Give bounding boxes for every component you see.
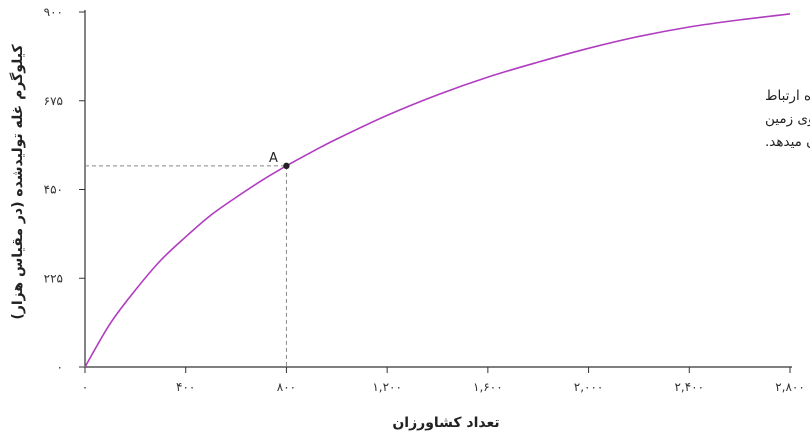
point-a-marker [283,162,290,170]
x-tick-label: ۱,۶۰۰ [473,380,503,394]
y-ticks: ۰ ۲۲۵ ۴۵۰ ۶۷۵ ۹۰۰ [44,5,85,374]
y-tick-label: ۴۵۰ [44,183,63,197]
x-axis-title: تعداد کشاورزان [392,415,499,431]
y-tick-label: ۰ [57,360,63,374]
x-tick-label: ۲,۰۰۰ [574,380,604,394]
x-tick-label: ۸۰۰ [277,380,296,394]
points: A [269,151,290,170]
annotation-line-2: تعداد کشاورزان مشغول به کار روی زمین [765,111,810,127]
x-tick-label: ۴۰۰ [176,380,195,394]
x-ticks: ۰ ۴۰۰ ۸۰۰ ۱,۲۰۰ ۱,۶۰۰ ۲,۰۰۰ ۲,۴۰۰ ۲,۸۰۰ [82,367,805,394]
production-curve [84,13,791,368]
annotation-line-3: به میزان غله برداشتی را نشان میدهد. [765,134,810,150]
point-a-label: A [269,151,278,166]
x-tick-label: ۲,۴۰۰ [674,380,704,394]
x-tick-label: ۰ [82,380,88,394]
y-tick-label: ۲۲۵ [44,271,63,285]
x-tick-label: ۲,۸۰۰ [775,380,805,394]
y-tick-label: ۶۷۵ [44,94,63,108]
y-tick-label: ۹۰۰ [44,5,63,19]
guide-lines [85,165,287,367]
axes [84,10,792,368]
annotation-line-1: تابع تولید کشاورز: این آماره نحوه ارتباط [765,87,810,104]
series [84,13,791,368]
y-axis-title: کیلوگرم غله تولیدشده (در مقیاس هزار) [9,44,26,320]
x-tick-label: ۱,۲۰۰ [372,380,402,394]
annotation: تابع تولید کشاورز: این آماره نحوه ارتباط… [765,87,810,150]
